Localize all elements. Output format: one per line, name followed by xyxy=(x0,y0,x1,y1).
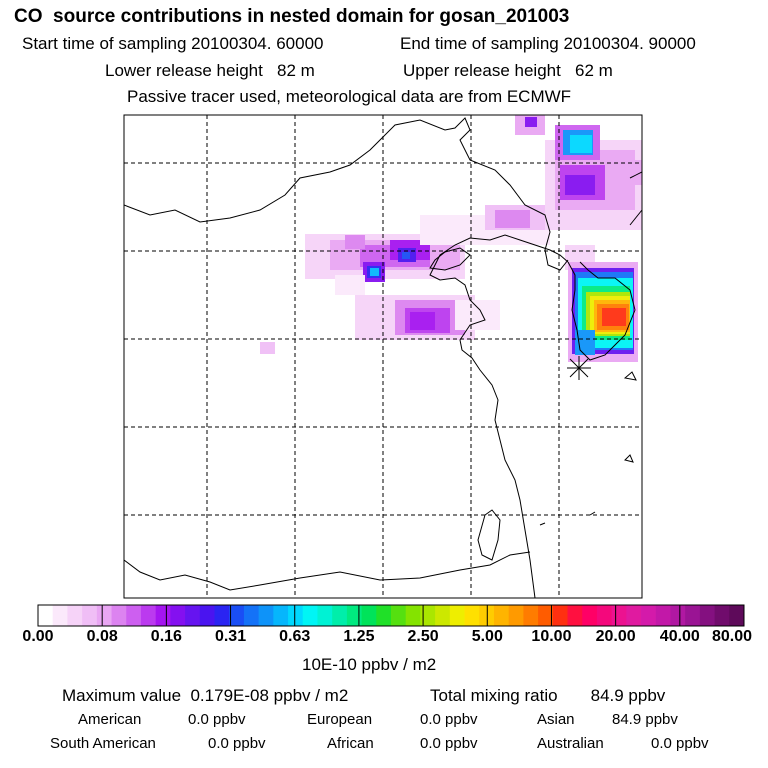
colorbar-swatch xyxy=(332,605,348,626)
colorbar-tick-label: 20.00 xyxy=(595,628,636,645)
colorbar-swatch xyxy=(699,605,715,626)
colorbar-swatch xyxy=(243,605,260,626)
colorbar-swatch xyxy=(552,605,568,626)
plume-korea-core xyxy=(602,308,626,326)
colorbar-swatch xyxy=(52,605,68,626)
colorbar-swatch xyxy=(111,605,127,626)
receptor-marker xyxy=(567,356,591,380)
australian-label: Australian xyxy=(537,735,604,752)
total-mixing-ratio: Total mixing ratio 84.9 ppbv xyxy=(430,686,666,705)
colorbar-tick-label: 0.00 xyxy=(22,628,54,645)
colorbar-swatch xyxy=(67,605,83,626)
colorbar-swatch xyxy=(449,605,465,626)
taiwan-outline xyxy=(477,509,501,561)
colorbar-swatch xyxy=(685,605,701,626)
colorbar-swatch xyxy=(199,605,215,626)
colorbar-tick-label: 0.08 xyxy=(86,628,118,645)
colorbar-frame xyxy=(37,604,745,627)
colorbar-swatch xyxy=(611,605,627,626)
colorbar-swatch xyxy=(641,605,657,626)
concentration-field xyxy=(260,115,642,362)
end-time: End time of sampling 20100304. 90000 xyxy=(400,34,696,53)
colorbar-swatch xyxy=(376,605,392,626)
lower-release-height: Lower release height 82 m xyxy=(105,61,315,80)
colorbar-tick-label: 10.00 xyxy=(531,628,572,645)
colorbar-swatch xyxy=(155,605,171,626)
colorbar-swatch xyxy=(185,605,201,626)
colorbar-swatch xyxy=(435,605,451,626)
colorbar-swatch xyxy=(670,605,686,626)
coastlines xyxy=(124,117,642,598)
start-time: Start time of sampling 20100304. 60000 xyxy=(22,34,324,53)
colorbar-tick-label: 40.00 xyxy=(659,628,700,645)
maximum-value: Maximum value 0.179E-08 ppbv / m2 xyxy=(62,686,349,705)
colorbar-tick-label: 0.31 xyxy=(214,628,247,645)
colorbar-swatch xyxy=(126,605,142,626)
colorbar-swatch xyxy=(582,605,598,626)
colorbar-tick-label: 0.16 xyxy=(150,628,182,645)
colorbar-swatch xyxy=(302,605,318,626)
colorbar-tick-label: 1.25 xyxy=(343,628,375,645)
colorbar-swatch xyxy=(96,605,112,626)
american-value: 0.0 ppbv xyxy=(188,711,246,728)
colorbar-swatch xyxy=(140,605,157,626)
colorbar-swatch xyxy=(714,605,730,626)
colorbar-swatch xyxy=(82,605,98,626)
colorbar-swatch xyxy=(523,605,539,626)
colorbar-tick-label: 2.50 xyxy=(407,628,439,645)
colorbar-swatch xyxy=(346,605,362,626)
upper-release-height: Upper release height 62 m xyxy=(403,61,613,80)
colorbar-swatch xyxy=(729,605,745,626)
colorbar-swatch xyxy=(391,605,407,626)
colorbar-swatch xyxy=(655,605,671,626)
south-american-value: 0.0 ppbv xyxy=(208,735,266,752)
colorbar-swatch xyxy=(288,605,304,626)
colorbar-tick-label: 0.63 xyxy=(279,628,311,645)
colorbar-swatch xyxy=(273,605,289,626)
colorbar-swatch xyxy=(405,605,421,626)
colorbar-swatch xyxy=(170,605,186,626)
asian-value: 84.9 ppbv xyxy=(612,711,678,728)
colorbar-unit: 10E-10 ppbv / m2 xyxy=(302,655,437,674)
colorbar-swatch xyxy=(567,605,583,626)
tracer-note: Passive tracer used, meteorological data… xyxy=(127,87,572,106)
colorbar-swatch xyxy=(317,605,333,626)
colorbar-swatch xyxy=(258,605,274,626)
african-label: African xyxy=(327,735,374,752)
map-panel xyxy=(124,115,642,598)
asian-label: Asian xyxy=(537,711,575,728)
colorbar xyxy=(37,605,745,626)
colorbar-tick-label: 80.00 xyxy=(711,628,753,645)
european-label: European xyxy=(307,711,373,728)
lat-lon-grid xyxy=(124,115,642,598)
european-value: 0.0 ppbv xyxy=(420,711,478,728)
colorbar-swatch xyxy=(538,605,554,626)
plot-title: CO source contributions in nested domain… xyxy=(14,6,570,27)
colorbar-swatch xyxy=(361,605,377,626)
colorbar-swatch xyxy=(508,605,524,626)
colorbar-swatch xyxy=(464,605,480,626)
american-label: American xyxy=(78,711,142,728)
map-frame xyxy=(123,114,643,599)
african-value: 0.0 ppbv xyxy=(420,735,478,752)
colorbar-swatch xyxy=(420,605,436,626)
australian-value: 0.0 ppbv xyxy=(651,735,709,752)
south-american-label: South American xyxy=(50,735,156,752)
colorbar-swatch xyxy=(596,605,613,626)
colorbar-swatch xyxy=(229,605,245,626)
colorbar-swatch xyxy=(493,605,510,626)
colorbar-swatch xyxy=(626,605,642,626)
colorbar-swatch xyxy=(214,605,230,626)
colorbar-swatch xyxy=(38,605,54,626)
colorbar-tick-label: 5.00 xyxy=(471,628,503,645)
